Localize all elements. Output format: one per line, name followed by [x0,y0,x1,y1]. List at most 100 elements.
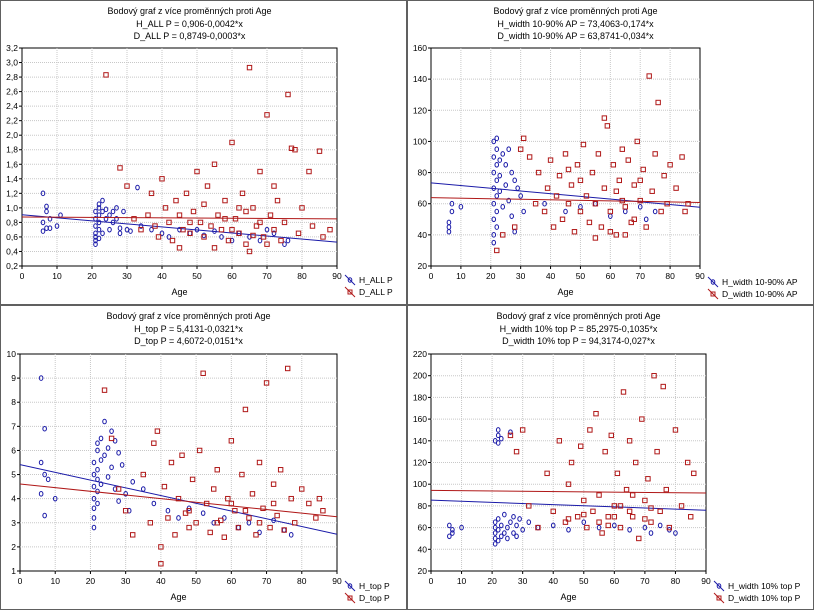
data-point [568,182,575,188]
data-point [520,526,525,533]
data-point [169,237,176,244]
data-point [565,481,572,487]
data-point [566,526,571,533]
data-point [505,535,510,542]
data-point [292,520,298,526]
y-tick-label: 60 [418,199,428,209]
data-point [221,534,227,540]
x-tick-label: 50 [191,576,201,586]
data-point [52,495,58,502]
data-point [622,204,628,210]
chart-equation: H_top P = 5,4131-0,0321*x [134,324,243,334]
data-point [578,443,584,449]
data-point [562,151,569,157]
gridlines [431,354,706,571]
data-point [495,537,501,544]
data-point [215,212,221,218]
y-tick-label: 1,8 [6,145,18,155]
data-point [316,495,323,502]
data-point [166,219,172,226]
data-point [98,435,104,442]
data-point [222,216,228,222]
data-point [180,226,186,233]
data-point [264,241,270,247]
data-point [246,248,253,255]
data-point [631,182,637,188]
data-point [649,188,655,194]
data-point [634,138,640,145]
data-point [186,508,192,514]
y-tick-label: 80 [418,168,428,178]
x-tick-label: 20 [487,576,497,586]
data-point [91,505,97,512]
data-point [459,524,464,531]
data-point [271,183,277,189]
data-point [642,516,648,522]
data-point [98,457,104,463]
data-point [450,530,455,536]
y-tick-label: 9 [11,373,16,383]
y-tick-label: 2,0 [6,130,18,140]
regression-line [20,464,337,535]
x-tick-label: 90 [332,576,342,586]
data-point [577,177,584,184]
data-point [517,516,522,522]
data-point [492,530,498,536]
chart-equation: D_ALL P = 0,8749-0,0003*x [134,31,246,41]
data-point [619,146,625,152]
data-point [626,438,633,444]
legend-line [707,288,719,300]
x-tick-label: 80 [671,576,681,586]
legend-line [344,592,356,604]
data-point [565,516,572,522]
data-point [264,112,270,118]
y-tick-label: 40 [418,230,428,240]
data-point [509,213,514,219]
y-tick-label: 5 [11,470,16,480]
data-point [646,73,652,79]
data-point [151,500,157,507]
x-tick-label: 10 [457,576,467,586]
data-point [270,481,277,487]
data-point [201,234,207,240]
x-tick-label: 40 [546,271,556,281]
y-tick-label: 2,2 [6,116,18,126]
x-tick-label: 70 [640,576,650,586]
data-point [197,219,204,226]
y-tick-label: 0,2 [6,261,18,271]
data-point [102,418,107,425]
data-point [152,223,158,229]
data-point [117,230,123,237]
data-point [138,223,144,229]
data-point [547,157,554,163]
data-layer [22,64,337,255]
series-h [38,375,294,538]
data-point [148,190,155,197]
data-point [211,245,218,251]
data-point [458,204,464,210]
data-point [214,520,220,526]
data-point [110,208,116,215]
data-point [629,492,636,498]
data-point [562,519,569,525]
x-tick-label: 20 [86,576,96,586]
data-point [40,219,46,226]
data-point [509,169,514,176]
data-point [639,416,645,422]
series-h [447,427,678,547]
data-point [42,425,47,432]
data-point [614,470,621,477]
data-point [260,505,266,512]
data-point [535,169,542,176]
x-tick-label: 0 [20,271,25,281]
data-layer [431,373,706,547]
data-point [172,532,178,538]
y-tick-label: 220 [413,349,427,359]
x-tick-label: 70 [262,576,272,586]
data-point [42,512,47,519]
x-tick-label: 10 [50,576,60,586]
x-tick-label: 10 [52,271,62,281]
data-point [103,215,109,222]
data-point [256,520,263,526]
